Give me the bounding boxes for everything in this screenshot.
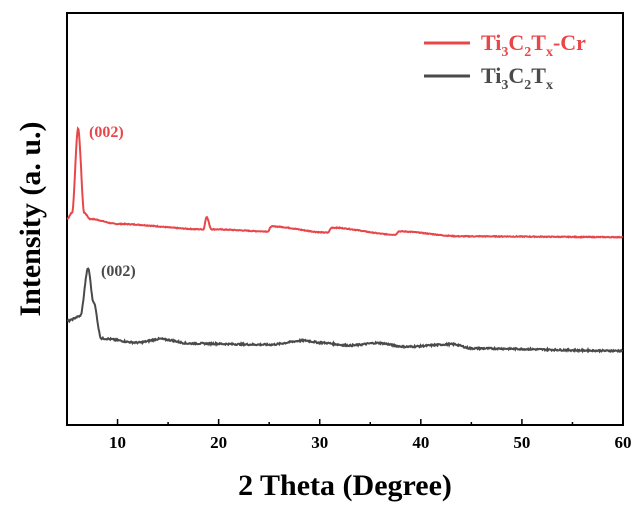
x-tick-label: 50 bbox=[513, 433, 530, 452]
series-line-ti3c2tx-cr bbox=[66, 126, 624, 239]
x-tick-label: 60 bbox=[615, 433, 632, 452]
x-tick-label: 30 bbox=[311, 433, 328, 452]
peak-annotation: (002) bbox=[89, 124, 124, 141]
legend-label: Ti3C2Tx bbox=[481, 63, 553, 93]
y-axis-title: Intensity (a. u.) bbox=[14, 121, 47, 316]
x-tick-label: 10 bbox=[109, 433, 126, 452]
x-axis-title: 2 Theta (Degree) bbox=[238, 469, 452, 502]
x-tick-label: 40 bbox=[412, 433, 429, 452]
series-lines bbox=[66, 126, 624, 354]
x-tick-label: 20 bbox=[210, 433, 227, 452]
x-axis-ticks: 10 20 30 40 50 60 bbox=[109, 419, 632, 452]
series-line-ti3c2tx bbox=[66, 267, 624, 354]
peak-annotation: (002) bbox=[101, 263, 136, 280]
legend-label: Ti3C2Tx-Cr bbox=[481, 30, 586, 60]
annotations: (002) (002) bbox=[89, 124, 136, 280]
